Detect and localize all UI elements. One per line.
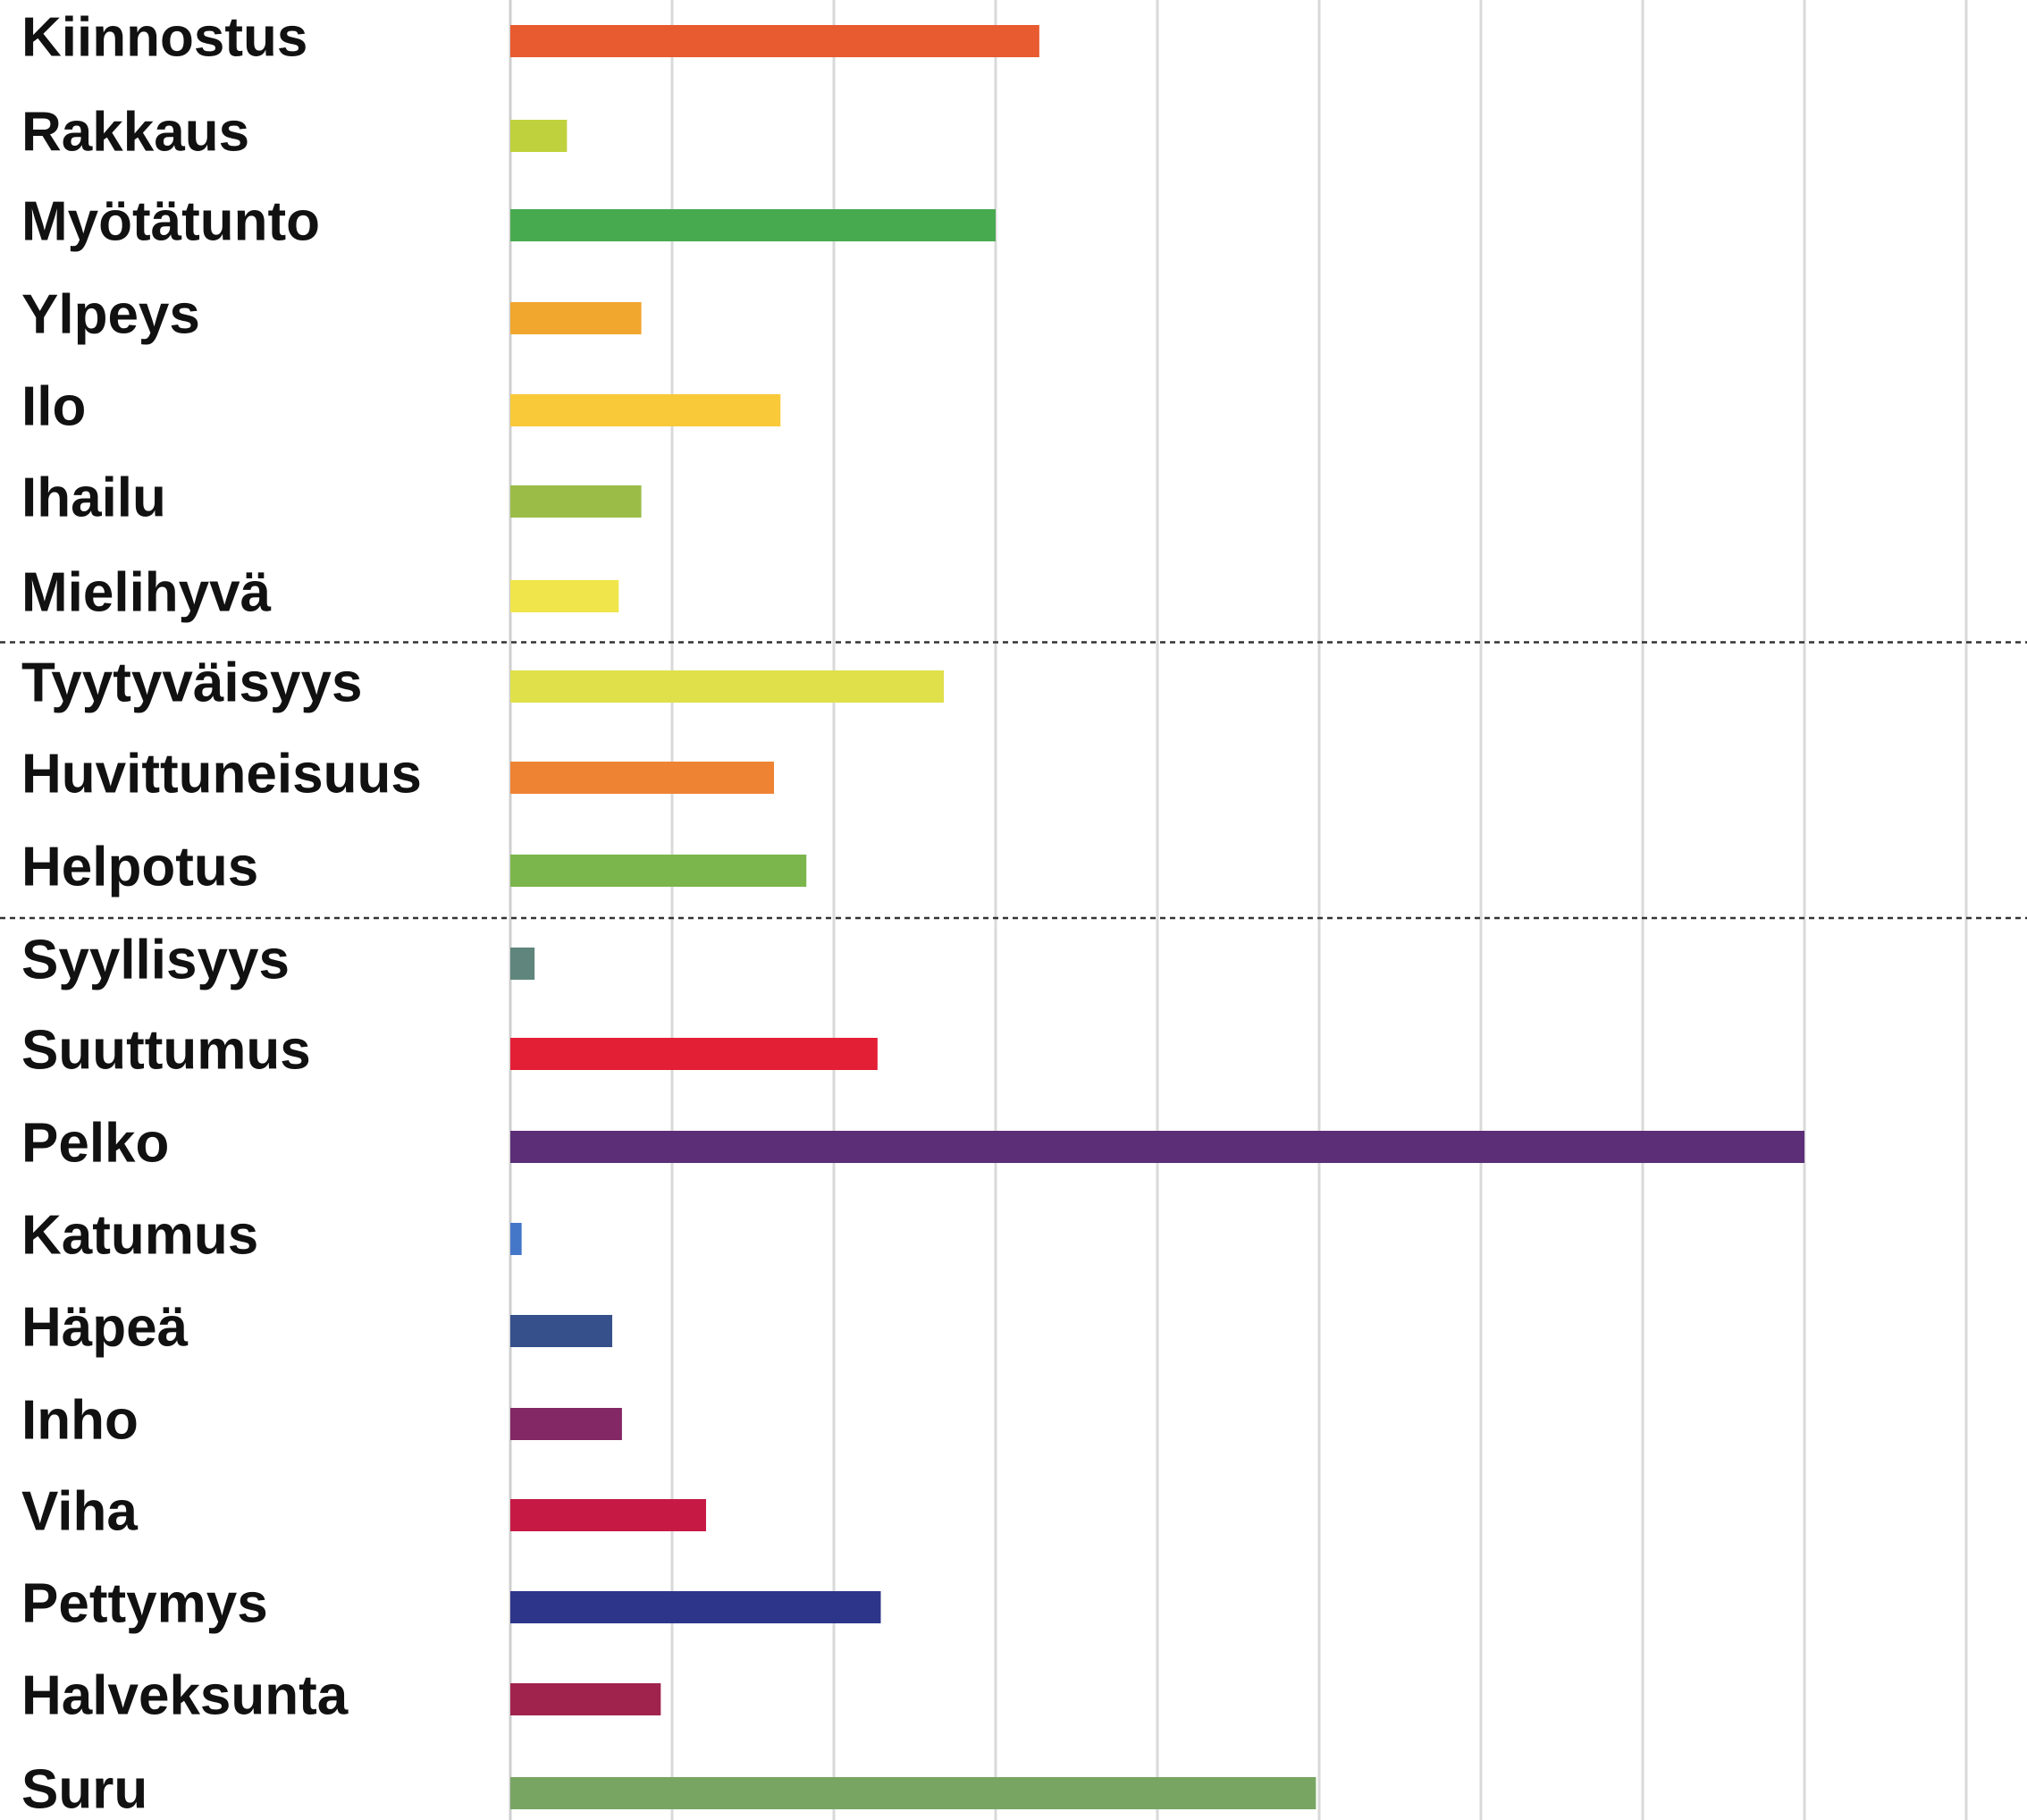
category-label: Kiinnostus xyxy=(21,6,307,68)
bar-pettymys xyxy=(510,1591,881,1623)
bar-helpotus xyxy=(510,855,807,887)
bar-halveksunta xyxy=(510,1683,661,1715)
grid-lines xyxy=(509,0,1968,1820)
bar-huvittuneisuus xyxy=(510,762,775,794)
bars xyxy=(510,25,1804,1809)
category-labels: Kiinnostus Rakkaus Myötätunto Ylpeys Ilo Ihai… xyxy=(21,6,422,1820)
bar-rakkaus xyxy=(510,120,568,152)
category-label: Ilo xyxy=(21,375,86,437)
bar-suru xyxy=(510,1777,1316,1809)
category-label: Pelko xyxy=(21,1112,169,1174)
bar-ihailu xyxy=(510,485,642,518)
category-label: Halveksunta xyxy=(21,1664,349,1726)
group-dividers xyxy=(0,641,2027,920)
category-label: Myötätunto xyxy=(21,190,320,252)
bar-tyytyväisyys xyxy=(510,670,945,703)
bar-ylpeys xyxy=(510,302,642,334)
category-label: Häpeä xyxy=(21,1296,189,1358)
category-label: Syyllisyys xyxy=(21,929,290,990)
category-label: Inho xyxy=(21,1389,139,1451)
category-label: Mielihyvä xyxy=(21,561,272,623)
bar-pelko xyxy=(510,1131,1804,1163)
bar-häpeä xyxy=(510,1315,613,1347)
category-label: Katumus xyxy=(21,1204,258,1266)
category-label: Viha xyxy=(21,1480,138,1542)
bar-suuttumus xyxy=(510,1038,878,1070)
category-label: Helpotus xyxy=(21,836,258,897)
category-label: Huvittuneisuus xyxy=(21,743,422,805)
bar-viha xyxy=(510,1499,707,1531)
category-label: Ylpeys xyxy=(21,283,200,345)
bar-mielihyvä xyxy=(510,580,619,612)
bar-inho xyxy=(510,1408,622,1440)
bar-syyllisyys xyxy=(510,948,535,980)
bar-kiinnostus xyxy=(510,25,1039,57)
category-label: Suru xyxy=(21,1758,147,1820)
category-label: Suuttumus xyxy=(21,1019,311,1081)
bar-katumus xyxy=(510,1223,522,1255)
category-label: Rakkaus xyxy=(21,101,249,163)
category-label: Tyytyväisyys xyxy=(21,652,362,713)
category-label: Ihailu xyxy=(21,467,166,528)
bar-ilo xyxy=(510,394,781,426)
bar-myötätunto xyxy=(510,209,996,241)
category-label: Pettymys xyxy=(21,1572,268,1634)
